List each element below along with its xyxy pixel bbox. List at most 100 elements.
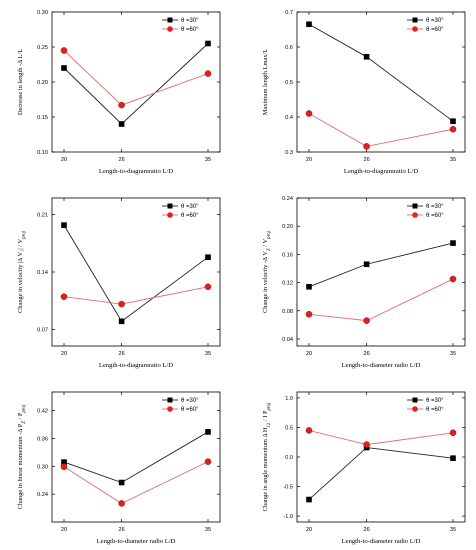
legend-label: θ =30° [426,18,444,24]
x-tick-label: 35 [450,527,456,533]
data-point-theta60 [449,429,457,437]
x-tick-label: 26 [118,351,124,357]
x-axis-label: Length-to-diagramratio L/D [344,168,418,175]
data-point-theta30 [363,54,370,60]
data-point-theta30 [61,222,67,228]
x-axis-label: Length-to-diagramratio L/D [99,168,173,175]
data-point-theta60 [204,70,212,77]
plot-frame [51,11,221,153]
data-point-theta30 [450,455,456,461]
data-point-theta30 [306,284,312,290]
y-tick-label: 0.10 [37,150,48,156]
x-tick-label: 35 [205,527,211,533]
y-tick-label: 0.36 [37,436,48,442]
legend-marker-square [167,397,173,403]
data-point-theta60 [60,47,68,54]
data-point-theta60 [60,463,68,471]
y-axis-label: Change in velocity -Δ VZ / Vproj [262,230,272,313]
y-tick-label: -1.0 [283,514,293,520]
series-line-theta60 [308,429,454,446]
legend-label: θ =60° [181,407,199,413]
data-point-theta30 [205,40,211,47]
data-point-theta60 [449,275,457,283]
x-tick-label: 20 [306,157,312,163]
data-point-theta60 [305,427,313,434]
y-axis-label: Change in angle momentum Δ H12 / I Pproj [262,402,272,511]
legend-label: θ =30° [426,398,444,404]
series-line-theta60 [63,50,209,106]
legend-marker-circle [167,26,173,32]
y-tick-label: 0.7 [285,10,293,16]
x-tick-label: 20 [306,527,312,533]
x-tick-label: 20 [61,527,67,533]
series-line-theta30 [308,23,454,122]
legend-marker-square [167,203,173,209]
chart-panel-3: 0.07 0.14 0.21 20 26 35 Length-to-diagramratio… [17,197,221,369]
data-point-theta30 [118,121,125,127]
data-point-theta30 [205,254,211,260]
y-tick-label: 0.5 [285,80,293,86]
plot-frame [296,11,466,153]
series-line-theta60 [308,113,454,147]
data-point-theta30 [61,65,67,71]
plot-frame [51,391,221,523]
legend-marker-circle [167,406,173,412]
legend-label: θ =30° [426,204,444,210]
chart-panel-2: 0.3 0.4 0.5 0.6 0.7 20 26 35 Length-to-diagramra… [262,10,466,175]
data-point-theta60 [118,300,125,308]
series-line-theta30 [63,43,209,125]
data-point-theta30 [205,429,211,435]
series-line-theta30 [63,431,209,484]
data-point-theta30 [363,261,370,268]
x-axis-label: Length-to-diagramratio L/D [99,362,173,369]
legend-label: θ =60° [181,27,199,33]
series-line-theta60 [63,461,209,504]
y-tick-label: 0.0 [285,455,293,461]
x-tick-label: 26 [363,351,369,357]
legend-marker-circle [412,212,418,218]
legend-label: θ =30° [181,398,199,404]
x-tick-label: 26 [118,157,124,163]
x-tick-label: 35 [205,351,211,357]
data-point-theta60 [449,125,457,133]
legend-label: θ =60° [426,407,444,413]
legend-marker-circle [167,212,173,218]
legend-marker-square [412,203,418,209]
y-tick-label: 0.20 [282,224,293,230]
x-tick-label: 20 [61,157,67,163]
y-axis-label: Decrease in length -Δ L/L [17,49,24,115]
series-line-theta30 [308,447,454,500]
y-tick-label: 0.12 [282,281,293,287]
series-line-theta30 [63,224,209,322]
data-point-theta30 [306,21,312,28]
data-point-theta60 [305,110,313,117]
x-tick-label: 26 [363,527,369,533]
data-point-theta60 [305,310,313,318]
legend-label: θ =60° [181,213,199,219]
x-tick-label: 35 [450,351,456,357]
y-tick-label: 0.21 [37,212,48,218]
data-point-theta60 [118,500,125,507]
x-axis-label: Length-to-diameter radio L/D [342,538,421,545]
y-tick-label: 0.20 [37,80,48,86]
chart-panel-5: 0.24 0.30 0.36 0.42 20 26 35 Length-to-diameter… [17,391,221,545]
data-point-theta60 [363,143,370,150]
legend-marker-square [412,397,418,403]
y-axis-label: Change in linear momentum -Δ PZ / Pproj [17,404,27,509]
plot-frame [51,197,221,347]
y-tick-label: 0.15 [37,115,48,121]
legend-label: θ =60° [426,27,444,33]
legend-label: θ =30° [181,18,199,24]
legend-label: θ =30° [181,204,199,210]
y-tick-label: 0.24 [282,196,293,202]
x-tick-label: 20 [61,351,67,357]
legend-label: θ =60° [426,213,444,219]
plot-frame [296,197,466,347]
data-point-theta60 [118,101,125,109]
y-tick-label: 0.08 [282,309,293,315]
y-tick-label: 0.14 [37,270,48,276]
y-tick-label: 0.16 [282,252,293,258]
y-tick-label: -0.5 [283,485,293,491]
y-tick-label: 0.25 [37,45,48,51]
